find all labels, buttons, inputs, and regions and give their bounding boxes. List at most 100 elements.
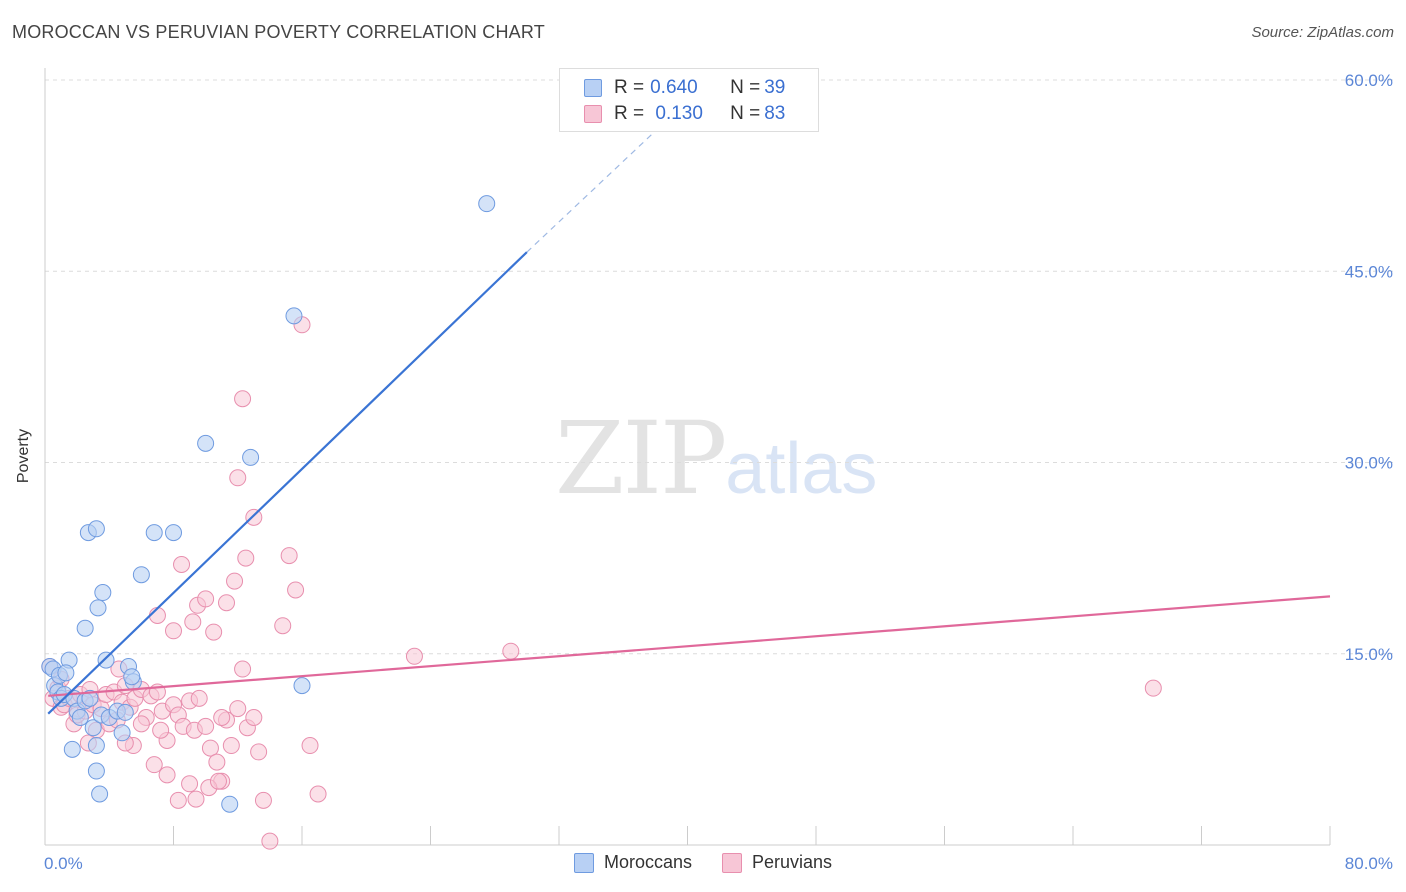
peruvian-point xyxy=(287,581,305,599)
moroccan-point xyxy=(87,520,105,538)
legend-r-label: R = xyxy=(614,103,645,124)
moroccan-swatch xyxy=(573,852,594,873)
peruvian-point xyxy=(184,613,202,631)
peruvian-point xyxy=(190,689,208,707)
peruvian-point xyxy=(208,753,226,771)
legend-item-peruvians: Peruvians xyxy=(721,852,833,873)
peruvian-point xyxy=(245,709,263,726)
y-tick-label: 15.0% xyxy=(1345,645,1393,664)
peruvian-point xyxy=(165,622,182,640)
moroccan-point xyxy=(84,719,102,737)
moroccan-point xyxy=(81,689,99,707)
moroccan-point xyxy=(94,584,112,602)
moroccan-point xyxy=(242,448,260,466)
legend-n-value: 83 xyxy=(764,103,786,124)
legend-r-label: R = xyxy=(614,77,645,98)
peruvian-point xyxy=(201,739,219,757)
peruvian-point xyxy=(205,623,223,641)
moroccan-point xyxy=(197,434,215,452)
peruvian-point xyxy=(237,549,255,567)
legend-r-value: 0.640 xyxy=(650,77,698,98)
moroccan-point xyxy=(89,599,107,617)
legend-r-value: 0.130 xyxy=(650,103,703,124)
x-tick-label: 0.0% xyxy=(44,854,83,873)
moroccan-point xyxy=(57,664,75,682)
moroccan-point xyxy=(113,724,131,742)
legend-n-value: 39 xyxy=(764,77,786,98)
peruvian-point xyxy=(173,556,191,573)
peruvian-point xyxy=(222,737,240,755)
moroccan-point xyxy=(478,195,496,213)
peruvian-point xyxy=(213,709,231,726)
peruvian-point xyxy=(187,790,205,808)
legend-label-moroccans: Moroccans xyxy=(603,852,692,872)
moroccan-trend-line xyxy=(47,251,528,715)
moroccan-point xyxy=(63,740,81,758)
moroccan-point xyxy=(116,703,134,721)
peruvian-swatch xyxy=(721,852,742,873)
peruvian-swatch xyxy=(584,105,602,123)
moroccan-point xyxy=(97,651,115,669)
moroccan-point xyxy=(123,668,141,686)
y-tick-label: 30.0% xyxy=(1345,454,1393,473)
moroccan-point xyxy=(165,524,182,542)
peruvian-point xyxy=(234,390,252,408)
watermark-zip: ZIP xyxy=(555,400,727,517)
correlation-legend: R = 0.640 N = 39 R = 0.130 N = 83 xyxy=(559,68,819,132)
legend-row-peruvians: R = 0.130 N = 83 xyxy=(584,103,785,125)
peruvian-point xyxy=(250,743,268,761)
legend-row-moroccans: R = 0.640 N = 39 xyxy=(584,77,785,99)
moroccan-point xyxy=(76,619,94,637)
moroccan-point xyxy=(221,795,239,813)
x-tick-label: 80.0% xyxy=(1345,854,1393,873)
peruvian-point xyxy=(132,715,150,733)
moroccan-swatch xyxy=(584,79,602,97)
peruvian-point xyxy=(197,590,215,608)
legend-label-peruvians: Peruvians xyxy=(751,852,833,872)
peruvian-point xyxy=(1144,679,1162,697)
peruvian-point xyxy=(148,607,166,624)
y-axis-label: Poverty xyxy=(15,428,32,484)
moroccan-point xyxy=(91,785,109,803)
moroccan-point xyxy=(87,737,105,755)
moroccan-point xyxy=(145,524,163,542)
peruvian-point xyxy=(218,594,236,612)
peruvian-point xyxy=(152,721,170,739)
peruvian-point xyxy=(226,572,244,590)
peruvian-point xyxy=(158,766,176,784)
peruvian-point xyxy=(245,508,263,526)
moroccan-point xyxy=(285,307,303,325)
moroccan-point xyxy=(87,762,105,780)
peruvian-trend-line xyxy=(48,595,1331,697)
peruvian-point xyxy=(261,832,279,850)
moroccan-point xyxy=(293,677,311,695)
watermark: ZIPatlas xyxy=(555,400,877,517)
peruvian-point xyxy=(229,469,247,487)
chart-title: MOROCCAN VS PERUVIAN POVERTY CORRELATION… xyxy=(12,22,545,42)
watermark-atlas: atlas xyxy=(725,429,878,509)
peruvian-point xyxy=(502,642,520,660)
legend-item-moroccans: Moroccans xyxy=(573,852,692,873)
moroccan-point xyxy=(132,566,150,584)
peruvian-point xyxy=(181,775,199,793)
peruvian-point xyxy=(209,772,227,790)
legend-n-label: N = xyxy=(730,77,761,98)
y-tick-label: 60.0% xyxy=(1345,71,1393,90)
peruvian-point xyxy=(254,791,272,809)
peruvian-point xyxy=(197,717,215,735)
y-tick-label: 45.0% xyxy=(1345,262,1393,281)
series-legend: Moroccans Peruvians xyxy=(0,852,1406,873)
peruvian-point xyxy=(229,700,247,718)
legend-n-label: N = xyxy=(730,103,761,124)
peruvian-point xyxy=(145,756,163,774)
peruvian-point xyxy=(169,791,187,809)
peruvian-point xyxy=(274,617,292,635)
source-label: Source: ZipAtlas.com xyxy=(1251,24,1394,41)
moroccan-trend-extension xyxy=(526,130,656,253)
peruvian-point xyxy=(234,660,252,678)
peruvian-point xyxy=(280,547,298,565)
moroccan-point xyxy=(71,709,89,726)
peruvian-point xyxy=(309,785,327,803)
peruvian-point xyxy=(301,737,319,755)
